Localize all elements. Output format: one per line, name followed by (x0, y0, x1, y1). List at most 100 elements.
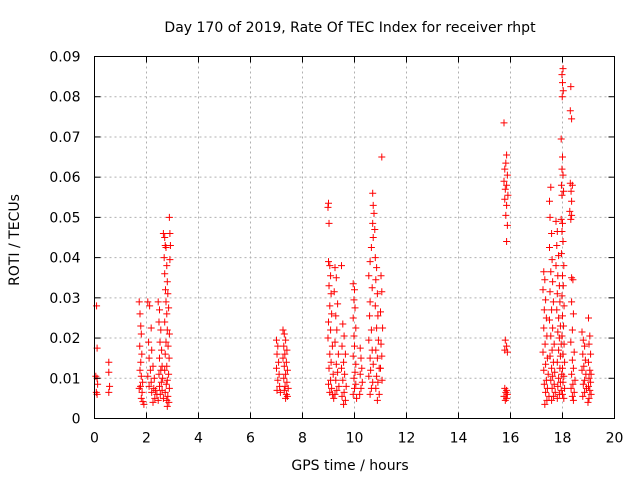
data-point (560, 322, 568, 330)
data-point (546, 213, 554, 221)
data-point (570, 348, 578, 356)
data-point (145, 382, 153, 390)
data-point (350, 332, 358, 340)
data-point (365, 336, 373, 344)
data-point (162, 338, 170, 346)
data-point (555, 314, 563, 322)
data-point (165, 398, 173, 406)
x-tick-label: 2 (142, 431, 151, 447)
data-point (163, 362, 171, 370)
data-point (152, 386, 160, 394)
data-point (559, 79, 566, 87)
data-point (587, 350, 595, 358)
data-point (539, 286, 547, 294)
data-point (275, 358, 283, 366)
data-point (540, 324, 548, 332)
data-point (587, 370, 595, 378)
axis-ticks: 0 2 4 6 8 10 12 14 16 18 20 0 0.01 0.02 0.03 0.04 0.05 0.… (49, 50, 623, 447)
data-point (567, 384, 575, 392)
data-point (150, 374, 158, 382)
data-point (135, 384, 143, 392)
data-point (149, 398, 157, 406)
data-point (568, 356, 576, 364)
data-point (162, 380, 170, 388)
data-point (325, 219, 333, 227)
data-point (338, 392, 346, 400)
data-point (547, 268, 555, 276)
data-point (158, 346, 166, 354)
data-point (579, 350, 587, 358)
data-point (138, 350, 146, 358)
data-point (568, 392, 576, 400)
data-point (585, 374, 593, 382)
data-point (578, 366, 586, 374)
data-point (501, 195, 509, 203)
data-point (568, 197, 576, 205)
data-point (549, 278, 557, 286)
data-point (156, 306, 163, 314)
data-point (352, 380, 360, 388)
data-point (279, 326, 287, 334)
data-point (333, 326, 341, 334)
data-point (561, 358, 569, 366)
data-point (560, 262, 568, 270)
data-point (349, 390, 357, 398)
data-point (374, 312, 382, 320)
data-point (369, 219, 377, 227)
data-point (368, 284, 376, 292)
data-point (558, 332, 566, 340)
data-point (579, 336, 587, 344)
data-point (144, 372, 152, 380)
data-point (140, 400, 148, 408)
data-point (559, 364, 566, 372)
data-point (340, 400, 348, 408)
data-point (166, 256, 174, 264)
data-point (557, 215, 565, 223)
data-point (568, 298, 576, 306)
data-point (327, 326, 335, 334)
data-point (338, 342, 346, 350)
y-tick-label: 0.06 (49, 170, 80, 186)
data-point (566, 107, 574, 115)
x-tick-label: 16 (502, 431, 520, 447)
data-point (548, 364, 556, 372)
data-point (325, 258, 332, 266)
data-point (369, 360, 377, 368)
data-point (371, 254, 379, 262)
data-point (161, 350, 169, 358)
y-tick-label: 0.01 (49, 371, 80, 387)
data-point (145, 354, 153, 362)
data-point (553, 394, 561, 402)
data-point (503, 238, 511, 246)
data-point (379, 324, 387, 332)
data-point (542, 388, 550, 396)
data-point (559, 238, 567, 246)
data-point (556, 298, 564, 306)
data-point (332, 274, 340, 282)
data-point (328, 310, 336, 318)
data-point (146, 366, 154, 374)
data-point (332, 360, 340, 368)
data-point (334, 350, 342, 358)
data-point (581, 388, 589, 396)
data-point (570, 388, 578, 396)
data-point (558, 165, 566, 173)
data-point (332, 376, 340, 384)
data-point (325, 364, 333, 372)
data-point (377, 272, 385, 280)
data-point (374, 378, 382, 386)
data-point (373, 264, 381, 272)
data-point (154, 396, 162, 404)
data-point (544, 370, 552, 378)
data-point (340, 332, 348, 340)
data-point (356, 344, 364, 352)
data-point (377, 308, 384, 316)
data-point (163, 278, 171, 286)
data-point (546, 244, 553, 252)
data-point (341, 396, 349, 404)
data-point (567, 187, 575, 195)
data-point (586, 386, 594, 394)
data-point (163, 402, 171, 410)
data-point (105, 368, 113, 376)
grid-layer (94, 56, 615, 419)
